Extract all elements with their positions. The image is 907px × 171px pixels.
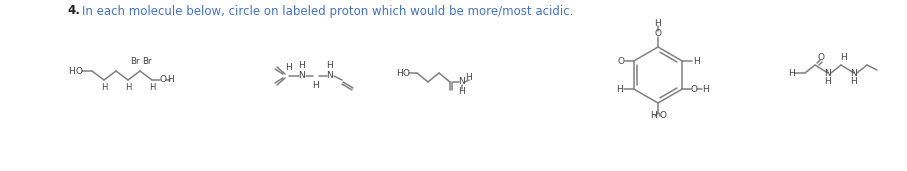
Text: O: O <box>160 76 167 84</box>
Text: H: H <box>788 69 795 77</box>
Text: Br: Br <box>142 56 151 65</box>
Text: N: N <box>851 69 857 77</box>
Text: H: H <box>149 82 155 91</box>
Text: H: H <box>298 62 306 70</box>
Text: H: H <box>286 62 292 71</box>
Text: H: H <box>101 82 107 91</box>
Text: O: O <box>403 69 409 77</box>
Text: H: H <box>655 18 661 28</box>
Text: H: H <box>69 67 75 76</box>
Text: H: H <box>650 111 658 121</box>
Text: Br: Br <box>131 56 140 65</box>
Text: O: O <box>655 30 661 38</box>
Text: O: O <box>659 111 667 121</box>
Text: H: H <box>125 82 132 91</box>
Text: In each molecule below, circle on labeled proton which would be more/most acidic: In each molecule below, circle on labele… <box>82 4 573 17</box>
Text: H: H <box>824 77 832 87</box>
Text: O: O <box>691 84 697 94</box>
Text: H: H <box>459 87 465 95</box>
Text: O: O <box>618 56 624 65</box>
Text: N: N <box>298 71 306 81</box>
Text: H: H <box>168 76 174 84</box>
Text: H: H <box>327 62 334 70</box>
Text: H: H <box>396 69 404 77</box>
Text: O: O <box>75 67 83 76</box>
Text: H: H <box>841 52 847 62</box>
Text: N: N <box>824 69 832 77</box>
Text: H: H <box>693 56 699 65</box>
Text: H: H <box>617 84 623 94</box>
Text: N: N <box>459 77 465 87</box>
Text: H: H <box>702 84 708 94</box>
Text: H: H <box>313 81 319 89</box>
Text: H: H <box>465 74 473 82</box>
Text: O: O <box>817 54 824 62</box>
Text: N: N <box>327 71 334 81</box>
Text: 4.: 4. <box>67 4 80 17</box>
Text: H: H <box>851 77 857 87</box>
